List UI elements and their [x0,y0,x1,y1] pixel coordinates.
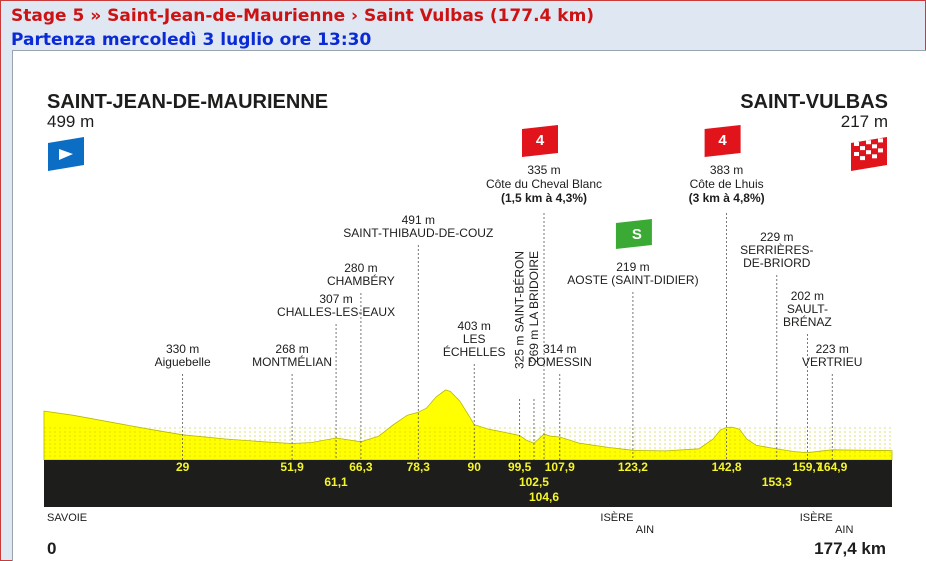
waypoint-vertical-label: 325 m SAINT-BÉRON [512,251,527,369]
climb-stats: (1,5 km à 4,3%) [501,191,587,205]
waypoint-elevation: 223 m [816,342,849,356]
waypoint-elevation: 330 m [166,342,199,356]
km-label: 153,3 [762,475,792,489]
km-label: 159,7 [792,460,822,474]
region-label: ISÈRE [800,511,833,524]
waypoint-vertical-label: 269 m LA BRIDOIRE [527,251,541,363]
sprint-letter: S [632,226,642,243]
waypoint-name: VERTRIEU [802,355,862,369]
km-label: 51,9 [280,460,304,474]
checker-square [854,152,859,156]
axis-end: 177,4 km [814,539,886,558]
waypoint-elevation: 403 m [458,319,491,333]
km-label: 142,8 [712,460,742,474]
checker-square [854,142,859,146]
waypoint-name: CHAMBÉRY [327,273,395,288]
sprint-icon [615,219,652,249]
waypoint-name: SAULT- [787,302,828,316]
waypoint-name: ÉCHELLES [443,344,506,359]
climb-category-number: 4 [536,132,545,149]
axis-start: 0 [47,539,56,558]
km-label: 99,5 [508,460,532,474]
finish-elevation: 217 m [841,112,888,131]
waypoint-elevation: 280 m [344,261,377,275]
km-label: 78,3 [407,460,431,474]
km-label: 61,1 [324,475,348,489]
checker-square [866,150,871,155]
waypoint-elevation: 491 m [402,213,435,227]
km-label: 66,3 [349,460,373,474]
waypoint-elevation: 219 m [616,260,649,274]
region-label: ISÈRE [600,511,633,524]
climb-elevation: 383 m [710,163,743,177]
waypoint-name: DOMESSIN [528,355,592,369]
km-label: 90 [468,460,482,474]
waypoint-elevation: 202 m [791,289,824,303]
waypoint-name: SERRIÈRES- [740,242,813,257]
km-label: 164,9 [817,460,847,474]
waypoint-name: MONTMÉLIAN [252,354,332,369]
waypoint-name: DE-BRIORD [743,256,811,270]
waypoint-name: BRÉNAZ [783,314,832,329]
checker-square [866,140,871,145]
start-time: Partenza mercoledì 3 luglio ore 13:30 [11,30,372,50]
climb-category-badge [704,125,741,157]
region-label: AIN [835,524,853,536]
km-label: 29 [176,460,190,474]
waypoint-name: LES [463,332,486,346]
profile-panel: 29 330 m Aiguebelle 51,9 268 m MONTMÉLIAN 61,1… [12,50,926,561]
climb-elevation: 335 m [527,163,560,177]
climb-category-number: 4 [718,132,727,149]
checker-square [872,154,877,159]
waypoint-name: Aiguebelle [155,355,211,369]
start-elevation: 499 m [47,112,94,131]
profile-area [44,390,892,460]
start-name: SAINT-JEAN-DE-MAURIENNE [47,91,328,113]
profile-outline [43,389,893,461]
region-label: SAVOIE [47,512,87,524]
waypoint-name: CHALLES-LES-EAUX [277,305,395,319]
waypoint-elevation: 307 m [319,292,352,306]
climb-name: Côte du Cheval Blanc [486,177,602,191]
start-flag-arrow [59,149,73,160]
waypoint-elevation: 268 m [275,342,308,356]
km-label: 104,6 [529,490,559,504]
climb-name: Côte de Lhuis [690,177,764,191]
finish-name: SAINT-VULBAS [740,91,888,113]
climb-stats: (3 km à 4,8%) [689,191,765,205]
km-label: 102,5 [519,475,549,489]
checker-square [860,146,865,151]
checker-square [860,156,865,161]
checker-square [872,144,877,149]
checker-square [878,138,883,143]
distance-band [44,460,892,507]
stage-title: Stage 5 » Saint-Jean-de-Maurienne › Sain… [11,6,595,26]
waypoint-name: SAINT-THIBAUD-DE-COUZ [343,226,493,240]
waypoint-elevation: 229 m [760,230,793,244]
checker-square [878,148,883,153]
km-label: 107,9 [545,460,575,474]
km-label: 123,2 [618,460,648,474]
waypoint-name: AOSTE (SAINT-DIDIER) [567,273,698,287]
waypoint-elevation: 314 m [543,342,576,356]
climb-category-badge [522,125,559,157]
region-label: AIN [636,524,654,536]
